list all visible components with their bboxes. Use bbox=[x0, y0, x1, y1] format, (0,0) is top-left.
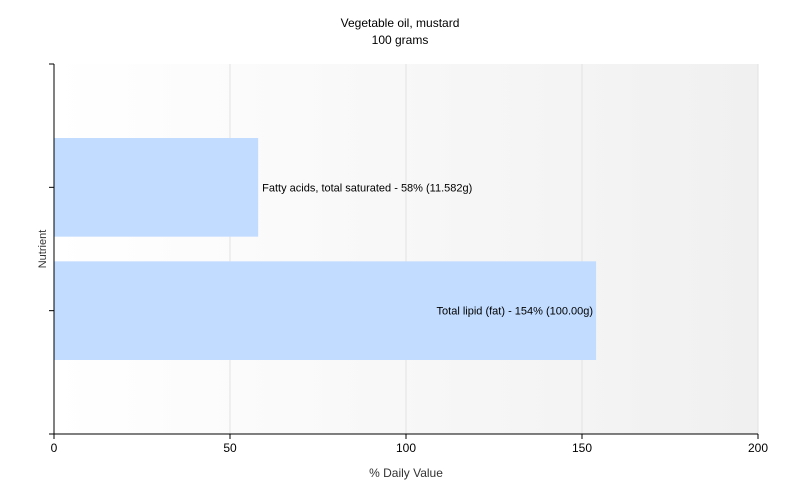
chart-title: Vegetable oil, mustard bbox=[340, 16, 460, 30]
x-tick-label: 0 bbox=[51, 441, 58, 455]
x-tick-label: 100 bbox=[396, 441, 416, 455]
x-axis-label: % Daily Value bbox=[369, 466, 443, 480]
chart-subtitle: 100 grams bbox=[371, 33, 429, 47]
x-tick-label: 150 bbox=[572, 441, 592, 455]
x-tick-label: 50 bbox=[223, 441, 237, 455]
x-tick-label: 200 bbox=[748, 441, 768, 455]
bar bbox=[54, 138, 259, 237]
data-label: Fatty acids, total saturated - 58% (11.5… bbox=[262, 182, 472, 194]
bar bbox=[54, 261, 597, 360]
y-axis-label: Nutrient bbox=[37, 230, 49, 269]
data-label: Total lipid (fat) - 154% (100.00g) bbox=[437, 306, 594, 318]
